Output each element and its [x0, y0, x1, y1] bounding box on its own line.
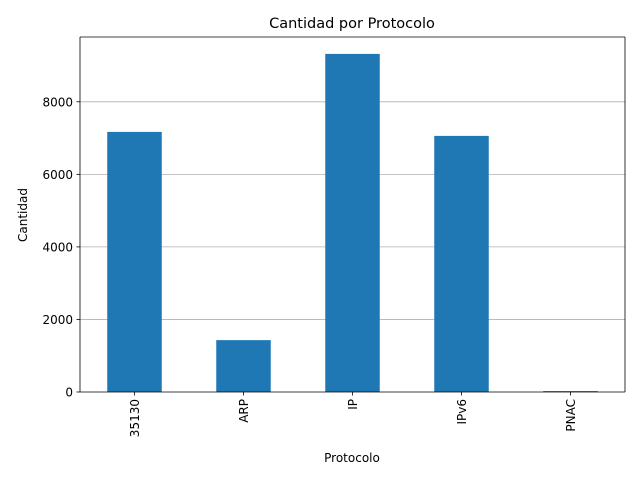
bars: [107, 53, 598, 393]
x-tick-label: PNAC: [564, 399, 578, 432]
x-ticks: 35130 ARP IP IPv6 PNAC: [128, 392, 578, 437]
x-tick-label: ARP: [237, 399, 251, 423]
x-axis-label: Protocolo: [324, 451, 380, 465]
bar-ip: [325, 53, 380, 393]
x-tick-label: 35130: [128, 399, 142, 437]
x-tick-label: IPv6: [455, 399, 469, 425]
chart-title: Cantidad por Protocolo: [269, 16, 435, 32]
y-axis-label: Cantidad: [16, 188, 30, 242]
y-tick-label: 8000: [42, 95, 73, 109]
y-ticks: 0 2000 4000 6000 8000: [42, 95, 80, 400]
bar-35130: [107, 131, 162, 392]
bar-ipv6: [434, 135, 489, 393]
y-tick-label: 4000: [42, 240, 73, 254]
y-tick-label: 2000: [42, 313, 73, 327]
bar-arp: [216, 340, 271, 392]
y-tick-label: 0: [65, 386, 73, 400]
bar-pnac: [543, 391, 598, 392]
y-tick-label: 6000: [42, 168, 73, 182]
x-tick-label: IP: [346, 399, 360, 410]
